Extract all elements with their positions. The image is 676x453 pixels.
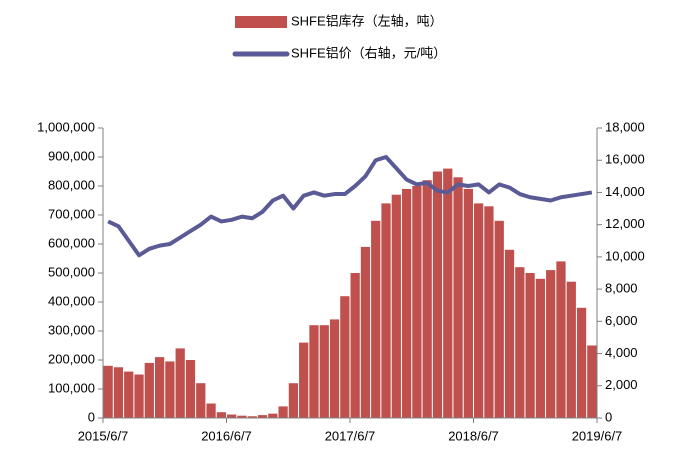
y-tick-label: 200,000 bbox=[48, 351, 95, 366]
y2-tick-label: 10,000 bbox=[605, 248, 645, 263]
x-tick-label: 2018/6/7 bbox=[448, 428, 499, 443]
y2-tick-label: 16,000 bbox=[605, 152, 645, 167]
bar bbox=[566, 281, 576, 418]
y-tick-label: 500,000 bbox=[48, 264, 95, 279]
bar bbox=[227, 414, 237, 418]
y2-tick-label: 14,000 bbox=[605, 184, 645, 199]
x-tick-label: 2017/6/7 bbox=[325, 428, 376, 443]
y2-tick-label: 2,000 bbox=[605, 377, 638, 392]
bar bbox=[206, 403, 216, 418]
bar bbox=[515, 267, 525, 418]
line bbox=[107, 155, 593, 258]
bar bbox=[453, 177, 463, 418]
y2-tick-label: 0 bbox=[605, 409, 612, 424]
y-tick-label: 900,000 bbox=[48, 148, 95, 163]
bar bbox=[299, 342, 309, 418]
bar bbox=[504, 249, 515, 418]
bar bbox=[319, 325, 329, 418]
bar bbox=[329, 319, 340, 418]
bar bbox=[257, 415, 268, 418]
y2-tick-label: 4,000 bbox=[605, 345, 638, 360]
y-tick-label: 700,000 bbox=[48, 206, 95, 221]
y-tick-label: 300,000 bbox=[48, 322, 95, 337]
bar bbox=[474, 203, 484, 418]
bar bbox=[154, 357, 165, 418]
bar bbox=[216, 412, 226, 418]
legend-label: SHFE铝库存（左轴，吨） bbox=[291, 13, 443, 28]
y-tick-label: 100,000 bbox=[48, 380, 95, 395]
bar bbox=[525, 273, 535, 418]
bar bbox=[546, 270, 556, 418]
y2-tick-label: 18,000 bbox=[605, 119, 645, 134]
legend-swatch bbox=[235, 16, 287, 28]
bar bbox=[185, 360, 196, 418]
bar bbox=[196, 383, 206, 418]
bar bbox=[103, 365, 113, 418]
bar bbox=[360, 246, 371, 418]
bar bbox=[134, 374, 144, 418]
bar bbox=[288, 383, 299, 418]
bar bbox=[463, 188, 473, 418]
bar bbox=[278, 406, 288, 418]
bar bbox=[237, 415, 247, 418]
bar bbox=[175, 348, 185, 418]
y-tick-label: 800,000 bbox=[48, 177, 95, 192]
bar bbox=[576, 307, 587, 418]
y2-tick-label: 8,000 bbox=[605, 281, 638, 296]
bar bbox=[587, 345, 597, 418]
y2-tick-label: 12,000 bbox=[605, 216, 645, 231]
bar bbox=[494, 220, 504, 418]
bar bbox=[412, 186, 422, 418]
bar bbox=[422, 180, 432, 418]
bar bbox=[484, 206, 494, 418]
bar bbox=[309, 325, 319, 418]
bar bbox=[268, 413, 278, 418]
bar bbox=[124, 371, 134, 418]
bar bbox=[432, 171, 443, 418]
x-tick-label: 2015/6/7 bbox=[78, 428, 129, 443]
bar bbox=[381, 203, 391, 418]
bar bbox=[247, 416, 257, 418]
bar bbox=[443, 168, 453, 418]
bar bbox=[350, 273, 360, 418]
bar bbox=[113, 367, 124, 418]
y-tick-label: 400,000 bbox=[48, 293, 95, 308]
x-tick-label: 2019/6/7 bbox=[572, 428, 623, 443]
y-tick-label: 0 bbox=[88, 409, 95, 424]
bar bbox=[401, 188, 412, 418]
x-tick-label: 2016/6/7 bbox=[201, 428, 252, 443]
bar bbox=[144, 362, 154, 418]
y2-tick-label: 6,000 bbox=[605, 313, 638, 328]
bar bbox=[391, 194, 401, 418]
bar bbox=[556, 261, 566, 418]
y-tick-label: 1,000,000 bbox=[37, 119, 95, 134]
bar bbox=[371, 220, 381, 418]
y-tick-label: 600,000 bbox=[48, 235, 95, 250]
bar bbox=[165, 361, 175, 418]
bar bbox=[535, 278, 546, 418]
legend-label: SHFE铝价（右轴，元/吨） bbox=[291, 45, 446, 60]
bar bbox=[340, 296, 350, 418]
